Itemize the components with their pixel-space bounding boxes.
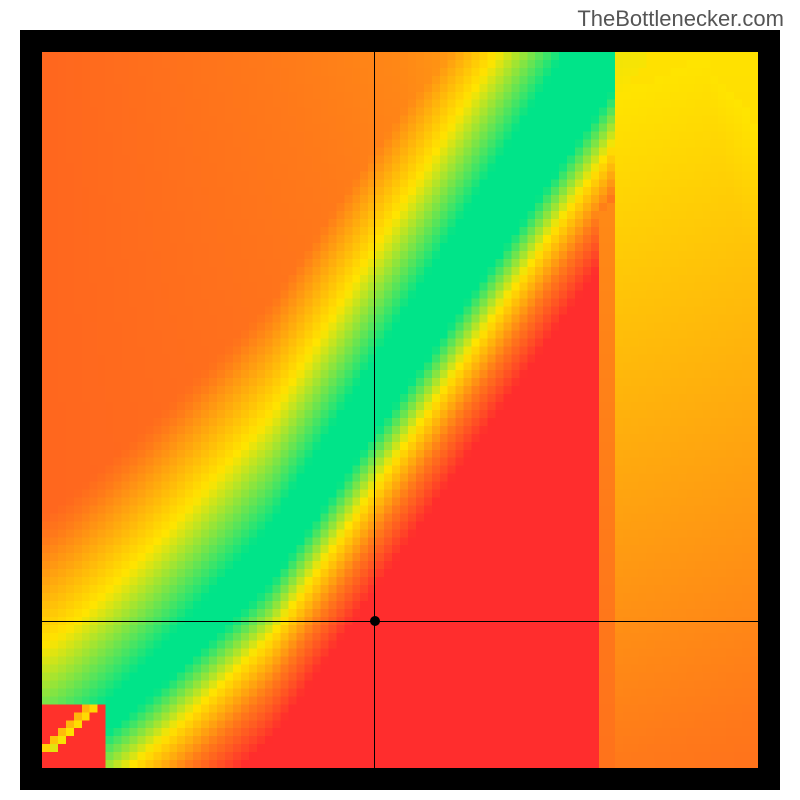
heatmap-canvas: [42, 52, 758, 768]
chart-container: TheBottlenecker.com: [0, 0, 800, 800]
crosshair-horizontal: [42, 621, 758, 622]
watermark-text: TheBottlenecker.com: [577, 6, 784, 32]
crosshair-vertical: [374, 52, 375, 768]
